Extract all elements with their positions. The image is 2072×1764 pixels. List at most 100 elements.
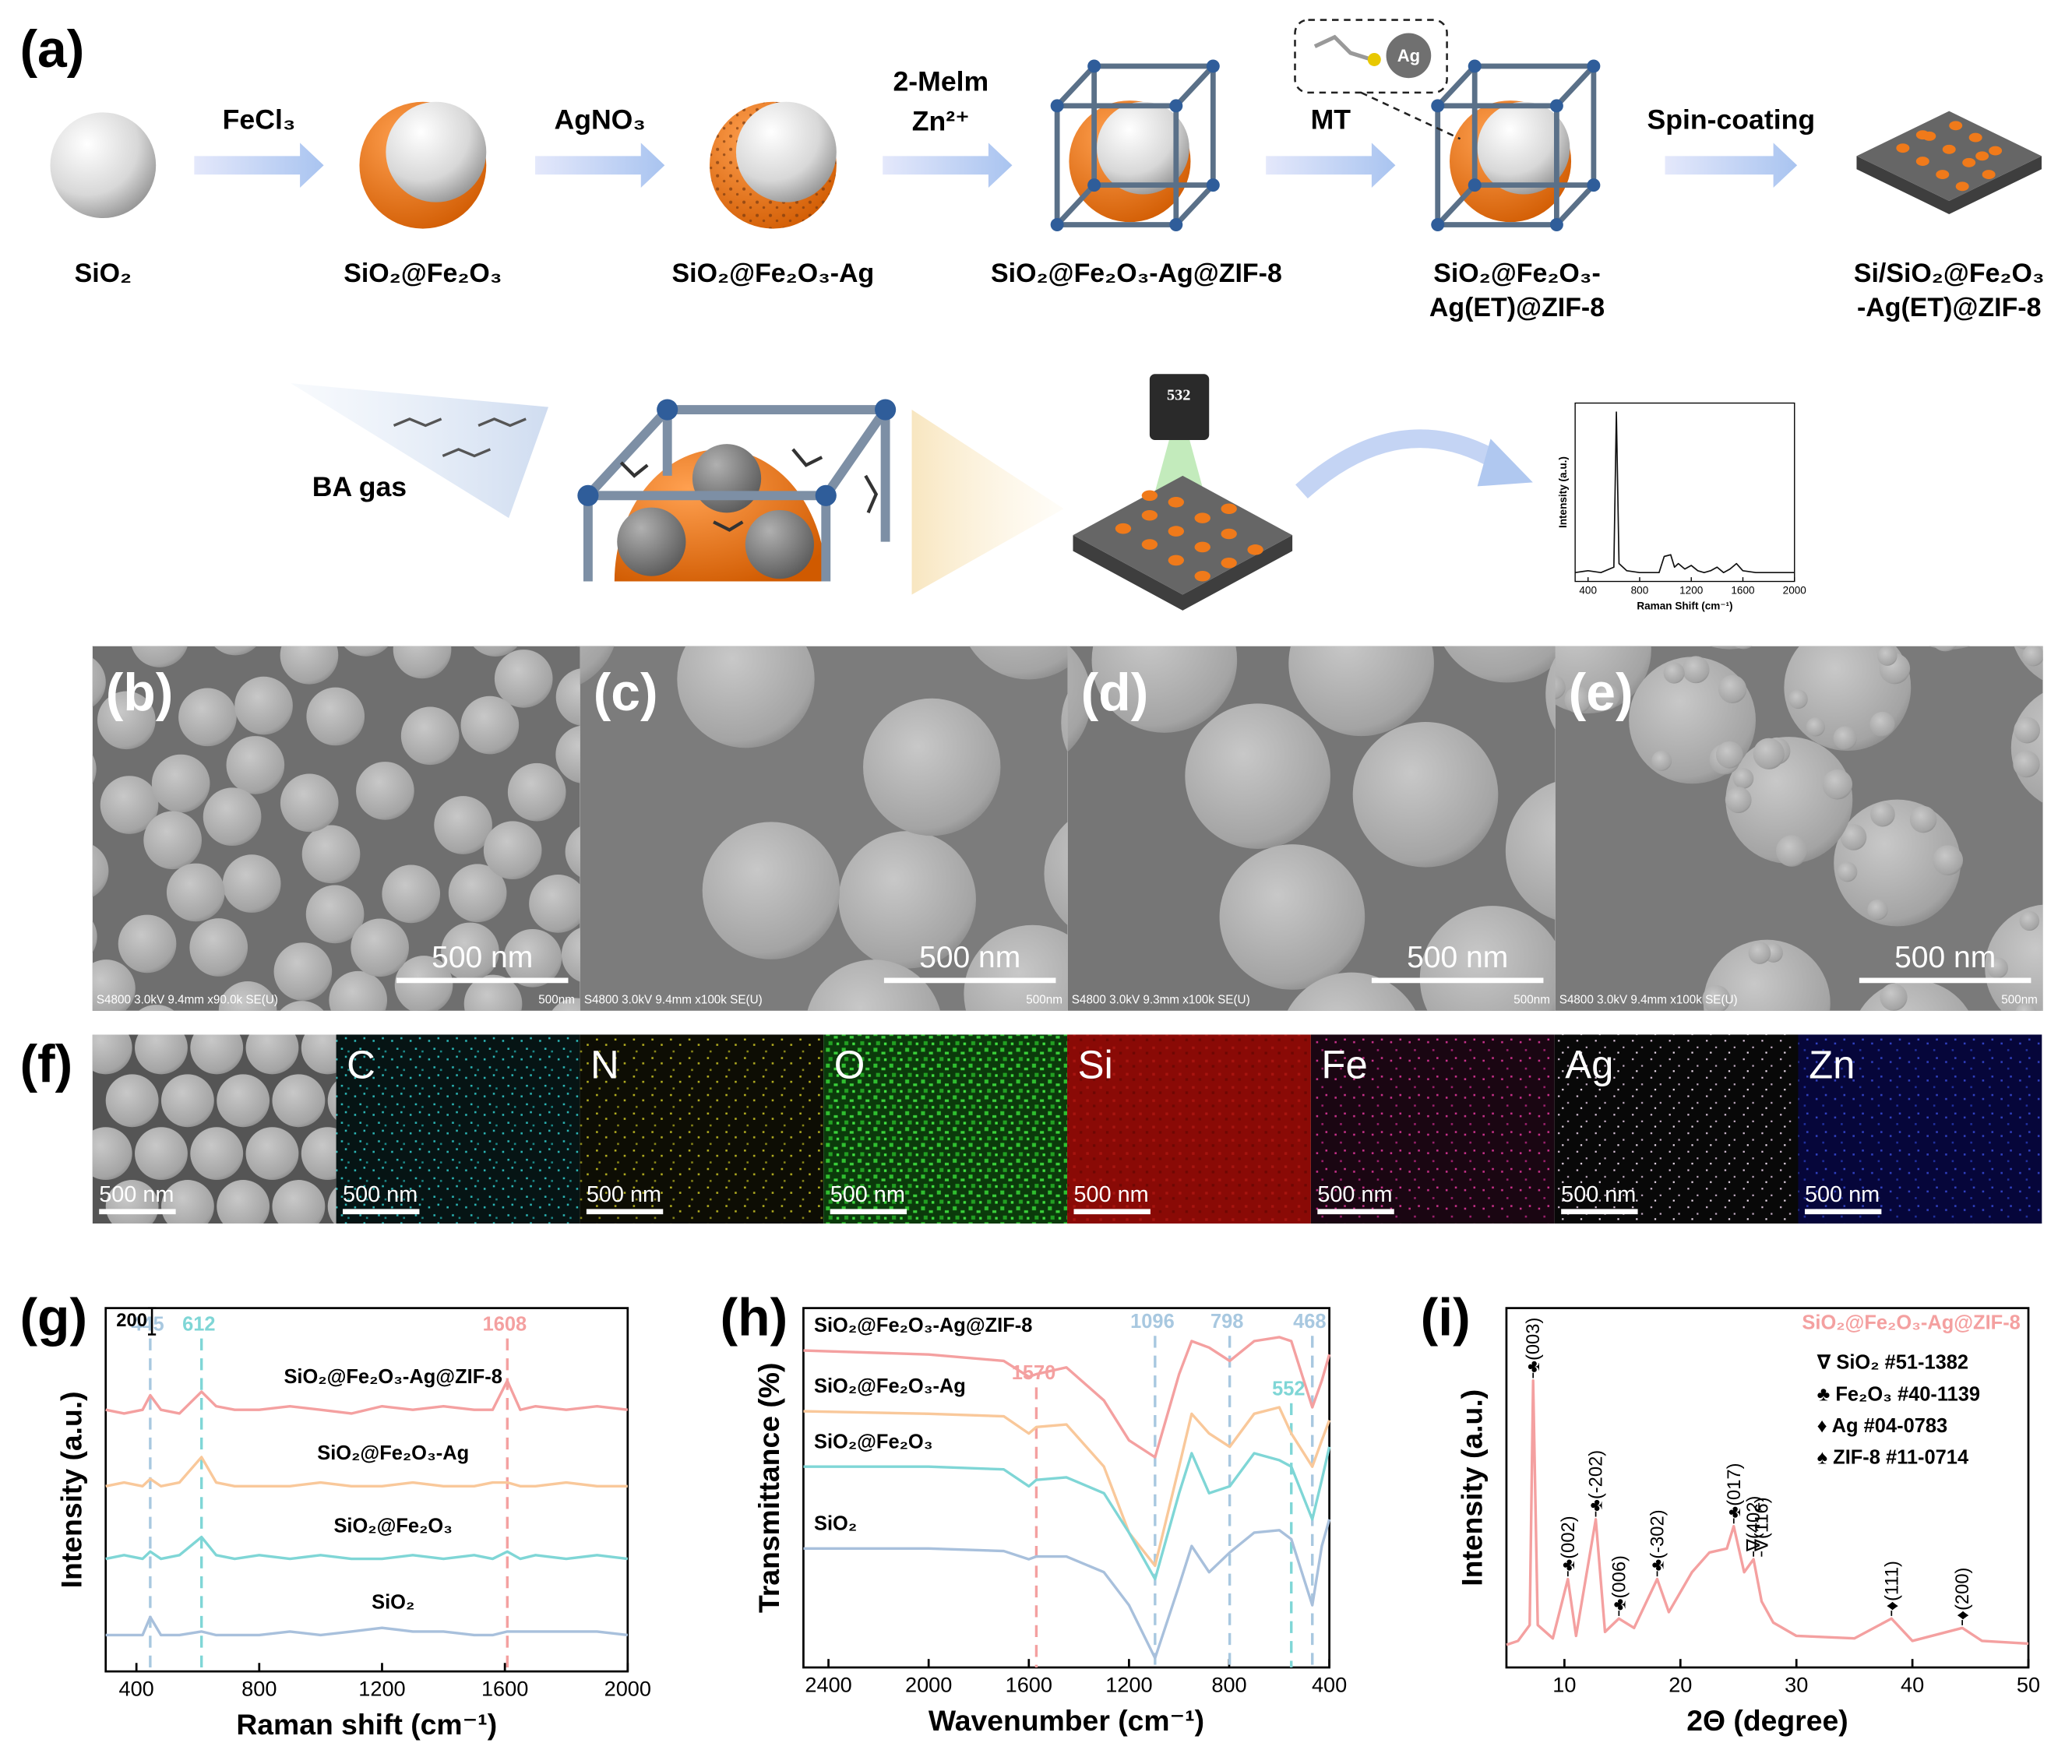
sem-particle [105, 1074, 159, 1128]
sem-particle [190, 1034, 244, 1075]
sem-particle [1219, 844, 1365, 990]
sem-bump [1725, 787, 1752, 813]
substrate [1856, 111, 2042, 214]
sem-particle [306, 687, 365, 746]
series-label: SiO₂@Fe₂O₃-Ag@ZIF-8 [284, 1366, 502, 1388]
panel-label: (a) [19, 20, 84, 79]
sem-particle [1505, 781, 1556, 920]
sem-particle [561, 928, 580, 982]
scale-label: 500 nm [830, 1182, 905, 1207]
frame-node [1050, 99, 1064, 113]
x-tick-label: 1600 [1006, 1673, 1052, 1697]
element-label: Si [1078, 1042, 1113, 1086]
sem-particle [463, 974, 523, 1011]
sem-bump [1728, 525, 1750, 547]
x-tick-label: 400 [118, 1677, 153, 1701]
sem-particle [494, 650, 553, 708]
orange-dot [1141, 539, 1158, 550]
series-label: SiO₂ [814, 1512, 857, 1534]
zoom-cone [911, 410, 1064, 595]
thiol-chain [1313, 34, 1373, 62]
sem-particle [507, 762, 566, 822]
laser-head [1149, 374, 1210, 441]
sem-bump [1947, 526, 1967, 546]
eds-map [580, 1034, 824, 1224]
sem-bump [1880, 983, 1908, 1011]
sem-image [92, 646, 580, 1011]
sem-particle [143, 811, 202, 870]
frame-node [1087, 178, 1101, 192]
material-label: Ag(ET)@ZIF-8 [1429, 293, 1605, 322]
sem-particle [382, 864, 441, 924]
sem-particle [1352, 721, 1499, 868]
orange-dot [1982, 170, 1996, 179]
marker-label: 798 [1210, 1311, 1243, 1333]
sem-particle [178, 688, 237, 747]
sem-particle [92, 1127, 132, 1181]
sem-particle [1091, 646, 1238, 733]
series-line [105, 1456, 628, 1488]
sem-particle [273, 942, 333, 1001]
series-label: SiO₂@Fe₂O₃ [814, 1431, 932, 1452]
eds-map [1310, 1034, 1555, 1224]
x-tick-label: 1600 [481, 1677, 528, 1701]
zif-cube [1054, 63, 1216, 227]
gas-cone [291, 383, 549, 519]
legend-title: SiO₂@Fe₂O₃-Ag@ZIF-8 [1802, 1312, 2020, 1334]
core-cutaway [735, 101, 837, 202]
sem-particle [393, 646, 452, 679]
sem-particle [483, 821, 542, 880]
sem-particle [1061, 693, 1068, 752]
sem-particle [838, 831, 976, 969]
sem-particle [190, 1127, 244, 1181]
frame-node [875, 399, 897, 421]
sem-bump [2056, 908, 2072, 935]
sem-bump [2014, 717, 2041, 744]
sem-particle [213, 646, 257, 656]
zoom-leader [1360, 91, 1461, 140]
peak-label: ♣(017) [1724, 1463, 1745, 1518]
adsorbed-molecules [619, 448, 879, 532]
peak-label: ∇(402) [1743, 1496, 1764, 1552]
cube-back [1471, 63, 1597, 188]
sem-particle [329, 970, 388, 1011]
orange-dot [1949, 121, 1963, 131]
sem-particle [807, 959, 941, 1011]
ag-particle [692, 444, 762, 513]
peak-label: ♦(200) [1952, 1568, 1973, 1621]
scale-label: 500 nm [343, 1182, 418, 1207]
material-label: SiO₂@Fe₂O₃ [344, 259, 502, 288]
sem-particle [1725, 737, 1853, 864]
sem-info: S4800 3.0kV 9.4mm x100k SE(U) [584, 993, 763, 1006]
material-label: SiO₂ [75, 259, 132, 288]
substrate-side [1073, 535, 1293, 611]
series-line [803, 1519, 1331, 1660]
sem-particle [1545, 657, 1556, 731]
cube-edges [1436, 64, 1596, 227]
sem-bump [1870, 801, 1895, 827]
phase-legend: ♣ Fe₂O₃ #40-1139 [1817, 1383, 1980, 1405]
orange-dot [1194, 541, 1210, 553]
sem-particle [245, 1034, 299, 1075]
orange-dot [1194, 512, 1210, 523]
sem-particle [551, 998, 580, 1011]
cube-back [1091, 63, 1216, 188]
frame-node [1206, 59, 1220, 73]
sem-particle [702, 822, 840, 959]
frame-node [1431, 99, 1445, 113]
panel-label: (e) [1569, 664, 1633, 722]
scale-label: 500 nm [1805, 1182, 1880, 1207]
sem-info: S4800 3.0kV 9.3mm x100k SE(U) [1072, 993, 1250, 1006]
material-label: SiO₂@Fe₂O₃-Ag [672, 259, 875, 288]
series-line [105, 1615, 628, 1637]
sem-particle [100, 776, 159, 834]
sem-particle [969, 646, 1068, 680]
sem-particle [1443, 646, 1556, 683]
sem-particle [280, 773, 339, 833]
x-tick-label: 1200 [358, 1677, 405, 1701]
scale-label: 500 nm [1561, 1182, 1636, 1207]
sem-particle [272, 1180, 326, 1224]
eds-map [823, 1034, 1068, 1224]
sem-bump [1748, 942, 1771, 964]
